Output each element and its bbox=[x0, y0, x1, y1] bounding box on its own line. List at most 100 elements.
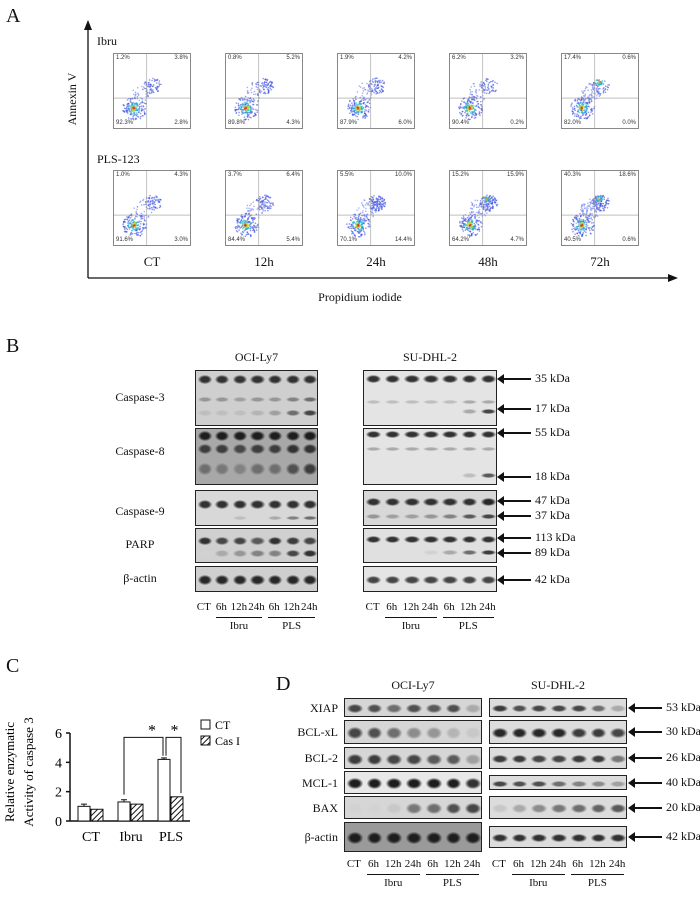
group-label: Ibru bbox=[229, 620, 249, 632]
protein-band bbox=[491, 833, 508, 843]
flow-cytometry-plot: 1.2% 3.8% 92.3% 2.8% bbox=[113, 53, 191, 129]
group-underline bbox=[570, 874, 624, 875]
molecular-weight-label: 47 kDa bbox=[535, 493, 570, 507]
protein-band bbox=[423, 497, 439, 506]
protein-band bbox=[480, 497, 496, 506]
timepoint-label: 72h bbox=[590, 254, 610, 269]
quadrant-percent-ur: 10.0% bbox=[394, 172, 412, 178]
arrow-icon bbox=[497, 374, 531, 384]
protein-band bbox=[590, 803, 607, 814]
protein-band bbox=[570, 704, 587, 713]
legend-swatch bbox=[200, 735, 211, 746]
flow-cytometry-plot: 1.9% 4.2% 87.9% 6.0% bbox=[337, 53, 415, 129]
protein-band bbox=[215, 550, 230, 557]
protein-band bbox=[268, 443, 283, 454]
quadrant-percent-lr: 14.4% bbox=[394, 237, 412, 243]
protein-band bbox=[250, 374, 265, 384]
protein-band bbox=[285, 575, 300, 585]
protein-band bbox=[250, 430, 265, 441]
protein-band bbox=[365, 431, 382, 439]
quadrant-percent-ur: 0.6% bbox=[622, 55, 636, 61]
protein-band bbox=[511, 704, 528, 713]
arrow-icon bbox=[628, 832, 662, 842]
quadrant-percent-lr: 4.3% bbox=[286, 120, 300, 126]
molecular-weight-label: 42 kDa bbox=[666, 829, 700, 843]
density-scatter bbox=[450, 54, 526, 128]
quadrant-percent-ll: 84.4% bbox=[228, 237, 246, 243]
protein-band bbox=[570, 780, 587, 787]
protein-band bbox=[285, 374, 300, 384]
density-scatter bbox=[114, 54, 190, 128]
protein-label: PARP bbox=[125, 537, 155, 551]
western-blot-strip bbox=[344, 747, 482, 769]
row-label-pls: PLS-123 bbox=[97, 152, 140, 166]
protein-band bbox=[268, 537, 283, 546]
arrow-icon bbox=[497, 496, 531, 506]
protein-band bbox=[365, 446, 382, 451]
bar-cas-i bbox=[90, 808, 104, 822]
protein-band bbox=[406, 727, 422, 739]
protein-band bbox=[385, 513, 401, 519]
protein-band bbox=[551, 754, 567, 764]
protein-band bbox=[425, 832, 442, 844]
protein-band bbox=[250, 550, 265, 557]
protein-band bbox=[366, 703, 383, 714]
arrow-icon bbox=[497, 575, 531, 585]
protein-label: β-actin bbox=[304, 830, 338, 844]
protein-band bbox=[461, 513, 477, 519]
quadrant-percent-ur: 4.3% bbox=[174, 172, 188, 178]
protein-band bbox=[465, 777, 481, 790]
group-underline bbox=[268, 617, 315, 618]
cell-line-title: OCI-Ly7 bbox=[391, 678, 435, 692]
x-axis-arrow-icon bbox=[668, 274, 678, 282]
protein-band bbox=[285, 500, 300, 510]
timepoint-label: CT bbox=[143, 254, 161, 269]
protein-band bbox=[232, 500, 247, 510]
protein-band bbox=[480, 513, 496, 519]
bar-cas-i bbox=[130, 803, 144, 822]
protein-band bbox=[570, 833, 587, 843]
lane-label: 24h bbox=[479, 601, 496, 613]
quadrant-percent-ul: 1.2% bbox=[116, 55, 130, 61]
protein-label: MCL-1 bbox=[302, 775, 338, 790]
protein-band bbox=[442, 513, 458, 519]
lane-label: 6h bbox=[386, 601, 398, 613]
y-axis-title: Activity of caspase 3 bbox=[21, 717, 36, 826]
protein-band bbox=[386, 753, 403, 765]
protein-band bbox=[511, 803, 528, 814]
quadrant-percent-ul: 1.0% bbox=[116, 172, 130, 178]
western-blot-strip bbox=[195, 428, 318, 485]
western-blot-strip bbox=[195, 566, 318, 592]
protein-band bbox=[250, 410, 265, 416]
protein-band bbox=[285, 396, 300, 402]
protein-band bbox=[215, 575, 230, 585]
protein-band bbox=[215, 462, 230, 475]
protein-band bbox=[445, 802, 462, 815]
protein-band bbox=[480, 375, 496, 384]
flow-cytometry-plot: 6.2% 3.2% 90.4% 0.2% bbox=[449, 53, 527, 129]
protein-band bbox=[461, 550, 477, 556]
protein-band bbox=[551, 803, 567, 814]
protein-band bbox=[365, 497, 382, 506]
molecular-weight-label: 17 kDa bbox=[535, 401, 570, 415]
protein-band bbox=[610, 780, 626, 787]
density-scatter bbox=[338, 54, 414, 128]
protein-band bbox=[465, 727, 481, 739]
protein-band bbox=[590, 833, 607, 843]
arrow-icon bbox=[628, 753, 662, 763]
protein-band bbox=[480, 408, 496, 414]
western-blot-strip bbox=[363, 428, 497, 485]
quadrant-percent-ll: 91.6% bbox=[116, 237, 134, 243]
quadrant-percent-lr: 6.0% bbox=[398, 120, 412, 126]
group-label: PLS bbox=[282, 620, 302, 632]
protein-band bbox=[465, 753, 481, 765]
protein-band bbox=[423, 536, 439, 543]
y-tick-label: 6 bbox=[55, 727, 62, 742]
western-blot-strip bbox=[344, 796, 482, 819]
molecular-weight-label: 113 kDa bbox=[535, 530, 576, 544]
protein-band bbox=[511, 780, 528, 787]
protein-band bbox=[590, 728, 607, 738]
protein-label: Caspase-9 bbox=[115, 504, 165, 518]
protein-band bbox=[461, 536, 477, 543]
protein-band bbox=[406, 703, 422, 714]
